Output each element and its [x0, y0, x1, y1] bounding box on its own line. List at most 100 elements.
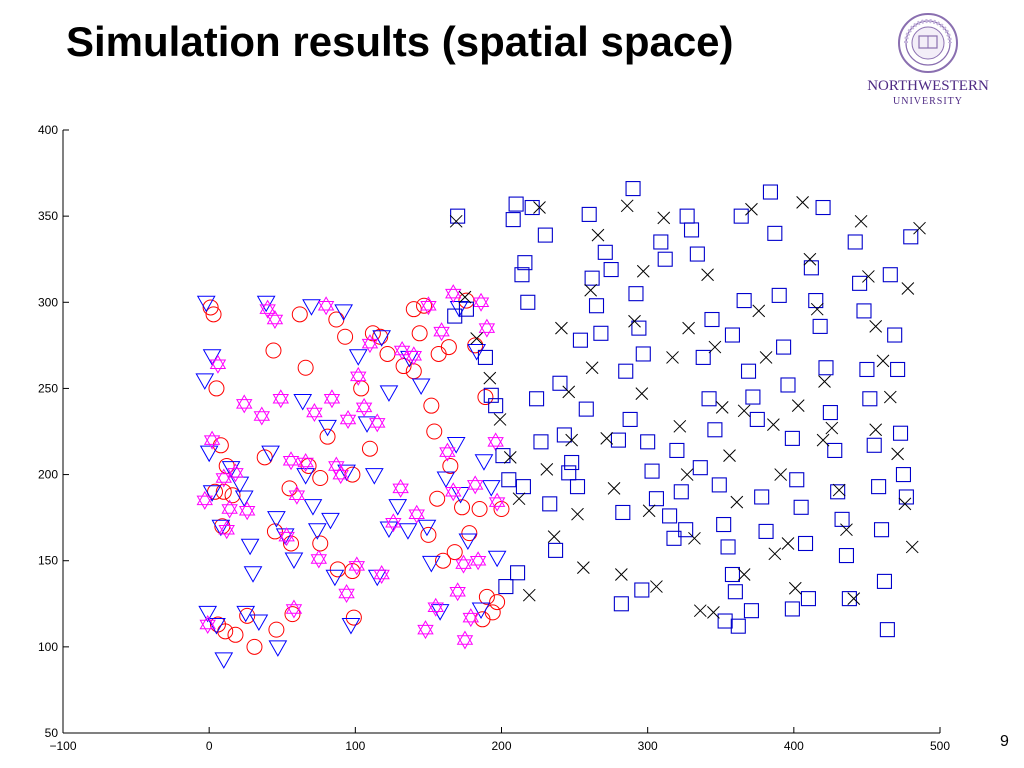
hexagram-tri: [449, 586, 466, 602]
data-point-triangle: [214, 652, 234, 669]
data-point-square: [635, 346, 651, 362]
data-point-square: [578, 401, 594, 417]
x-stroke: [767, 418, 780, 431]
data-point-square: [784, 601, 800, 617]
data-point-square: [797, 535, 814, 552]
data-point-x: [688, 531, 701, 545]
x-tick-label: 100: [345, 739, 365, 753]
hexagram-tri: [445, 288, 462, 304]
x-stroke: [503, 450, 517, 464]
hexagram-tri: [332, 469, 349, 485]
data-point-hexagram: [215, 468, 233, 488]
data-point-square: [581, 206, 597, 222]
data-point-x: [723, 449, 736, 462]
hexagram-tri: [221, 499, 238, 514]
y-tick-label: 250: [38, 381, 58, 395]
data-point-triangle: [284, 552, 304, 570]
data-point-triangle: [481, 480, 501, 497]
x-tick-label: 500: [930, 739, 950, 753]
data-point-square: [736, 293, 752, 309]
data-point-x: [615, 568, 628, 581]
data-point-x: [503, 450, 517, 464]
data-point-square: [834, 511, 850, 527]
data-point-triangle: [275, 528, 295, 545]
data-point-hexagram: [266, 310, 284, 330]
x-stroke: [876, 354, 890, 368]
data-point-triangle: [243, 566, 263, 583]
data-point-x: [840, 523, 853, 537]
data-point-x: [869, 423, 883, 437]
data-point-square: [537, 227, 553, 243]
data-point-square: [771, 287, 787, 303]
data-point-circle: [379, 345, 396, 362]
data-point-circle: [312, 535, 329, 552]
x-stroke: [615, 568, 628, 581]
data-point-circle: [205, 306, 222, 323]
hexagram-tri: [266, 310, 284, 325]
data-point-circle: [215, 483, 232, 500]
hexagram-tri: [439, 442, 456, 457]
data-point-square: [695, 349, 711, 365]
data-point-hexagram: [227, 463, 244, 483]
data-point-x: [650, 580, 663, 593]
x-stroke: [565, 433, 579, 447]
hexagram-tri: [445, 284, 462, 299]
data-point-hexagram: [449, 582, 466, 602]
data-point-square: [707, 422, 723, 438]
hexagram-tri: [215, 473, 233, 488]
data-point-triangle: [364, 468, 384, 485]
data-point-hexagram: [288, 485, 306, 505]
x-tick-label: −100: [49, 739, 76, 753]
x-stroke: [512, 492, 526, 506]
data-point-square: [711, 477, 727, 493]
data-point-x: [788, 581, 802, 595]
hexagram-tri: [392, 483, 409, 498]
data-point-circle: [477, 389, 494, 406]
hexagram-tri: [449, 582, 466, 597]
hexagram-tri: [455, 559, 472, 574]
data-point-hexagram: [427, 597, 444, 617]
hexagram-tri: [339, 414, 357, 429]
hexagram-tri: [209, 354, 227, 370]
x-stroke: [737, 568, 751, 581]
data-point-hexagram: [433, 322, 450, 342]
x-stroke: [862, 270, 875, 283]
data-point-hexagram: [466, 475, 484, 495]
hexagram-tri: [487, 432, 504, 447]
data-point-square: [644, 463, 660, 479]
data-point-square: [683, 222, 700, 238]
data-point-x: [693, 604, 707, 618]
hexagram-tri: [306, 403, 323, 418]
data-point-hexagram: [393, 341, 411, 361]
series-x: [449, 196, 926, 619]
data-point-square: [871, 479, 887, 495]
data-point-x: [708, 340, 722, 354]
data-point-square: [450, 208, 466, 224]
data-point-x: [737, 568, 751, 581]
y-tick-label: 300: [38, 295, 58, 309]
data-point-square: [477, 349, 493, 365]
data-point-square: [625, 181, 641, 197]
data-point-triangle: [446, 437, 466, 454]
data-point-square: [866, 437, 882, 453]
data-point-triangle: [198, 605, 218, 623]
data-point-square: [610, 432, 626, 448]
data-point-x: [591, 228, 605, 242]
hexagram-tri: [408, 509, 425, 524]
data-point-square: [841, 591, 857, 607]
data-point-triangle: [211, 519, 231, 537]
data-point-square: [704, 311, 720, 328]
data-point-hexagram: [297, 453, 314, 473]
data-point-triangle: [307, 523, 327, 540]
x-stroke: [635, 387, 649, 400]
data-point-square: [662, 508, 678, 524]
data-point-hexagram: [455, 554, 472, 574]
data-point-square: [892, 425, 909, 441]
hexagram-tri: [259, 304, 276, 319]
data-point-square: [776, 339, 792, 355]
hexagram-tri: [427, 602, 444, 617]
data-point-triangle: [202, 349, 222, 366]
data-point-square: [762, 184, 778, 200]
data-point-circle: [208, 380, 225, 397]
data-point-hexagram: [355, 397, 373, 417]
